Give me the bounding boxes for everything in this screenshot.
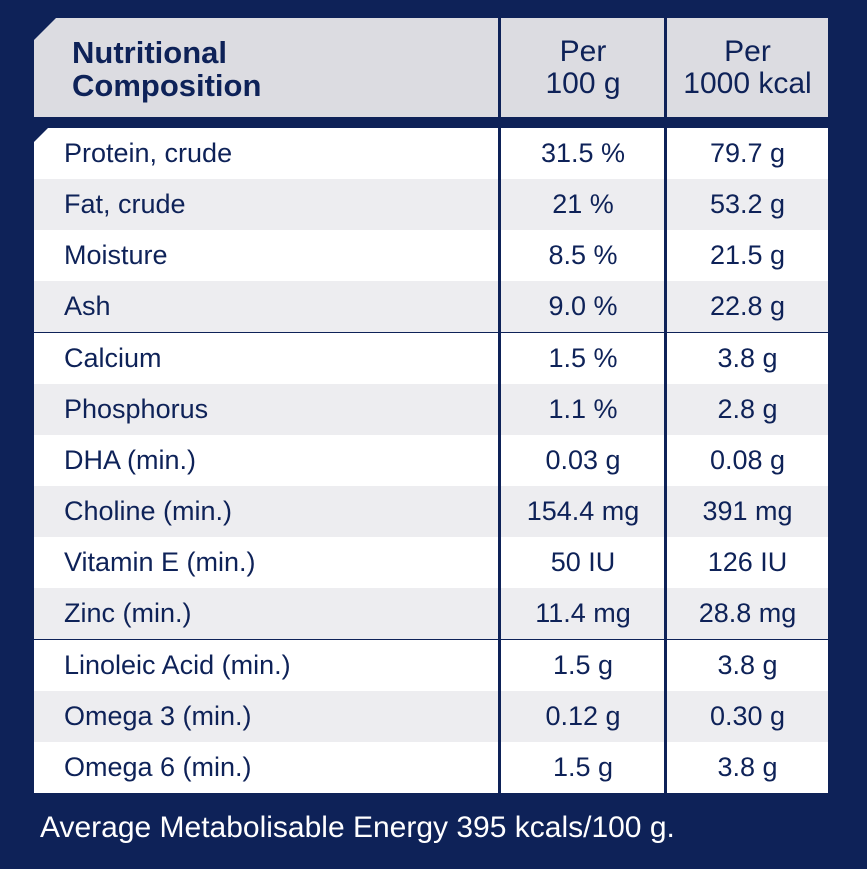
value-per-100g: 0.03 g [545, 444, 621, 475]
header-per-100g-line1: Per [559, 35, 607, 68]
nutrient-name: Choline (min.) [64, 496, 233, 527]
value-per-1000kcal: 391 mg [702, 496, 793, 527]
table-row: DHA (min.) 0.03 g 0.08 g [34, 434, 828, 486]
value-per-1000kcal: 3.8 g [717, 342, 778, 373]
table-row: Moisture 8.5 % 21.5 g [34, 230, 828, 282]
nutrient-name: Zinc (min.) [64, 598, 192, 629]
header-per-1000kcal-line2: 1000 kcal [683, 67, 812, 100]
value-per-1000kcal: 0.08 g [709, 444, 786, 475]
value-per-1000kcal: 28.8 mg [698, 598, 797, 629]
value-per-100g: 154.4 mg [526, 496, 640, 527]
table-row: Choline (min.) 154.4 mg 391 mg [34, 486, 828, 538]
column-divider [664, 18, 667, 793]
value-per-100g: 31.5 % [540, 138, 626, 168]
table-row: Vitamin E (min.) 50 IU 126 IU [34, 537, 828, 589]
nutrient-name: Linoleic Acid (min.) [64, 649, 291, 680]
header-per-1000kcal-line1: Per [724, 35, 771, 68]
nutrient-name: Omega 3 (min.) [64, 700, 252, 731]
header-per-100g-line2: 100 g [545, 67, 621, 100]
table-header: Nutritional Composition Per 100 g Per 10… [34, 18, 828, 117]
value-per-1000kcal: 0.30 g [709, 700, 786, 731]
value-per-100g: 1.5 g [552, 649, 614, 680]
table-row: Calcium 1.5 % 3.8 g [34, 332, 828, 384]
table-row: Ash 9.0 % 22.8 g [34, 281, 828, 333]
value-per-1000kcal: 3.8 g [717, 649, 778, 680]
column-divider [498, 18, 501, 793]
nutrient-name: Fat, crude [64, 189, 186, 220]
table-row: Omega 3 (min.) 0.12 g 0.30 g [34, 690, 828, 742]
nutrient-name: Phosphorus [64, 393, 209, 424]
nutrient-name: Moisture [64, 240, 168, 271]
table-row: Phosphorus 1.1 % 2.8 g [34, 383, 828, 435]
value-per-1000kcal: 126 IU [707, 547, 788, 578]
energy-footnote: Average Metabolisable Energy 395 kcals/1… [40, 811, 675, 844]
value-per-100g: 11.4 mg [535, 598, 631, 629]
value-per-100g: 8.5 % [548, 240, 618, 271]
value-per-100g: 0.12 g [545, 700, 621, 731]
value-per-100g: 1.1 % [548, 393, 618, 424]
table-row: Protein, crude 31.5 % 79.7 g [34, 128, 828, 179]
value-per-100g: 21 % [552, 189, 614, 220]
nutrient-name: Vitamin E (min.) [64, 547, 256, 578]
header-title: Nutritional Composition [72, 36, 492, 102]
nutrient-name: Protein, crude [64, 138, 233, 168]
value-per-100g: 1.5 % [548, 342, 618, 373]
value-per-100g: 50 IU [550, 547, 616, 578]
header-title-line1: Nutritional [72, 35, 227, 70]
table-row: Omega 6 (min.) 1.5 g 3.8 g [34, 741, 828, 793]
value-per-1000kcal: 2.8 g [717, 393, 778, 424]
header-per-100g: Per 100 g [501, 36, 665, 100]
table-row: Linoleic Acid (min.) 1.5 g 3.8 g [34, 639, 828, 691]
table-row: Fat, crude 21 % 53.2 g [34, 179, 828, 231]
header-per-1000kcal: Per 1000 kcal [667, 36, 828, 100]
nutrient-name: Omega 6 (min.) [64, 751, 252, 782]
nutrient-name: DHA (min.) [64, 444, 197, 475]
value-per-1000kcal: 79.7 g [709, 138, 786, 168]
value-per-100g: 9.0 % [548, 291, 618, 322]
table-row: Zinc (min.) 11.4 mg 28.8 mg [34, 588, 828, 640]
value-per-1000kcal: 22.8 g [709, 291, 786, 322]
value-per-1000kcal: 53.2 g [709, 189, 786, 220]
nutrient-name: Ash [64, 291, 111, 322]
value-per-100g: 1.5 g [552, 751, 614, 782]
nutrient-name: Calcium [64, 342, 162, 373]
value-per-1000kcal: 3.8 g [717, 751, 778, 782]
value-per-1000kcal: 21.5 g [709, 240, 786, 271]
table-body: Protein, crude 31.5 % 79.7 g Fat, crude 21 %… [34, 128, 828, 793]
header-title-line2: Composition [72, 68, 262, 103]
